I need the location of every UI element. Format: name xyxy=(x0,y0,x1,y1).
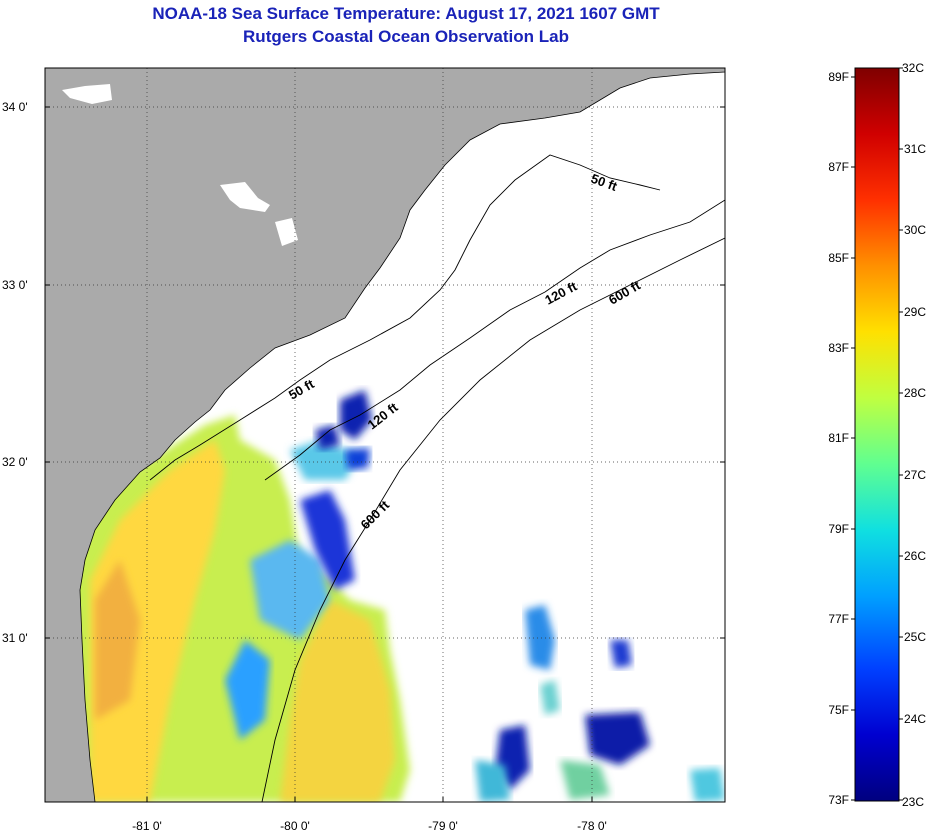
colorbar-f-label: 85F xyxy=(828,251,849,265)
sst-data-layer xyxy=(45,390,725,802)
lake-white-patch xyxy=(62,84,112,104)
colorbar-c-label: 27C xyxy=(904,468,926,482)
colorbar-c-label: 31C xyxy=(904,142,926,156)
colorbar-f-label: 75F xyxy=(828,703,849,717)
axis-ticks xyxy=(45,106,725,802)
colorbar-c-label: 25C xyxy=(904,630,926,644)
map-area: 50 ft 120 ft 600 ft 50 ft 120 ft 600 ft xyxy=(45,68,725,802)
colorbar-gradient xyxy=(854,67,900,802)
lake-white-patch xyxy=(275,218,298,246)
lat-label-33: 33 0' xyxy=(2,278,28,292)
bathymetry-contours xyxy=(149,154,725,802)
colorbar-f-label: 87F xyxy=(828,160,849,174)
colorbar-c-label: 29C xyxy=(904,305,926,319)
colorbar-c-label: 30C xyxy=(904,223,926,237)
land-mass xyxy=(45,68,725,802)
colorbar-f-label: 81F xyxy=(828,431,849,445)
map-subtitle: Rutgers Coastal Ocean Observation Lab xyxy=(243,27,569,46)
lon-label-81: -81 0' xyxy=(132,819,162,832)
map-title: NOAA-18 Sea Surface Temperature: August … xyxy=(152,4,660,23)
lat-label-32: 32 0' xyxy=(2,455,28,469)
lon-label-79: -79 0' xyxy=(428,819,458,832)
colorbar-c-label: 28C xyxy=(904,386,926,400)
colorbar-c-label: 32C xyxy=(902,61,924,75)
lake-white-patch xyxy=(220,182,270,212)
colorbar-c-label: 24C xyxy=(904,712,926,726)
colorbar-f-label: 77F xyxy=(828,612,849,626)
lat-lon-grid xyxy=(45,68,725,802)
colorbar: 89F 87F 85F 83F 81F 79F 77F 75F 73F 32C … xyxy=(828,61,926,809)
colorbar-f-label: 83F xyxy=(828,341,849,355)
colorbar-f-label: 79F xyxy=(828,522,849,536)
lon-label-80: -80 0' xyxy=(280,819,310,832)
colorbar-c-label: 26C xyxy=(904,549,926,563)
lon-label-78: -78 0' xyxy=(577,819,607,832)
lat-label-31: 31 0' xyxy=(2,631,28,645)
lat-label-34: 34 0' xyxy=(2,100,28,114)
colorbar-f-label: 73F xyxy=(828,793,849,807)
map-frame xyxy=(44,67,726,803)
colorbar-c-label: 23C xyxy=(902,795,924,809)
colorbar-f-label: 89F xyxy=(828,70,849,84)
